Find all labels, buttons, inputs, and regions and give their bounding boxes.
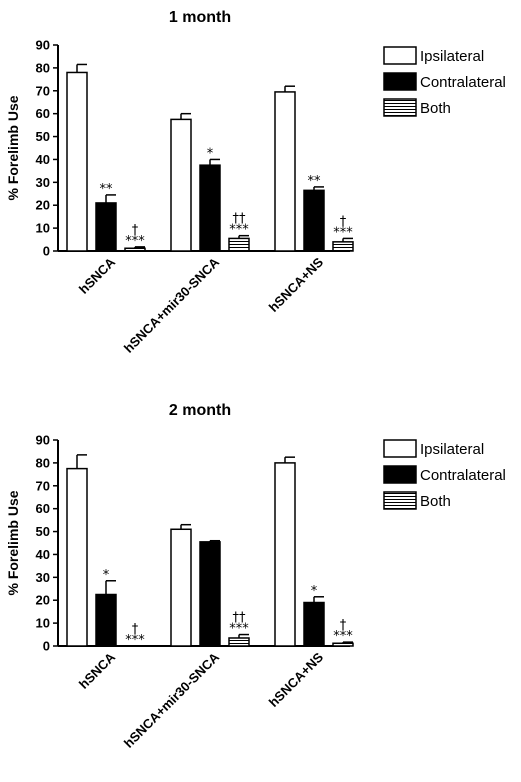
bar-ipsilateral-3 bbox=[274, 462, 296, 647]
significance-marker: * bbox=[103, 568, 110, 583]
y-tick-label: 20 bbox=[36, 593, 50, 608]
bar-both-2 bbox=[228, 637, 250, 647]
legend-label: Both bbox=[420, 493, 451, 510]
y-tick-label: 30 bbox=[36, 570, 50, 585]
y-tick-label: 80 bbox=[36, 455, 50, 470]
chart-title: 2 month bbox=[169, 402, 231, 419]
category-label: hSNCA bbox=[76, 649, 119, 692]
significance-marker: * bbox=[311, 584, 318, 599]
significance-marker: † bbox=[132, 622, 139, 637]
significance-marker: *** bbox=[125, 234, 145, 249]
bar-contralateral-2 bbox=[199, 164, 221, 252]
y-tick-label: 90 bbox=[36, 433, 50, 448]
legend-swatch-both bbox=[383, 98, 417, 117]
significance-marker: *** bbox=[125, 633, 145, 648]
chart-panel-1: 1 month % Forelimb Use 0 10 20 30 40 50 60 70 80 90… bbox=[5, 9, 506, 356]
bar-ipsilateral-2 bbox=[170, 118, 192, 252]
y-tick-label: 60 bbox=[36, 501, 50, 516]
y-axis-label: % Forelimb Use bbox=[5, 95, 21, 200]
bar-ipsilateral-1 bbox=[66, 71, 88, 252]
y-tick-label: 30 bbox=[36, 175, 50, 190]
significance-marker: *** bbox=[333, 225, 353, 240]
bar-contralateral-2 bbox=[199, 541, 221, 647]
y-tick-label: 50 bbox=[36, 129, 50, 144]
y-tick-label: 20 bbox=[36, 198, 50, 213]
legend-label: Contralateral bbox=[420, 467, 506, 484]
y-tick-label: 70 bbox=[36, 83, 50, 98]
category-label: hSNCA bbox=[76, 254, 119, 297]
legend-label: Ipsilateral bbox=[420, 48, 484, 65]
legend: Ipsilateral Contralateral Both bbox=[383, 439, 506, 510]
bar-ipsilateral-2 bbox=[170, 528, 192, 647]
legend-swatch-contralateral bbox=[383, 465, 417, 484]
legend-swatch-ipsilateral bbox=[383, 46, 417, 65]
y-tick-label: 0 bbox=[43, 244, 50, 259]
significance-marker: *** bbox=[333, 629, 353, 644]
legend: Ipsilateral Contralateral Both bbox=[383, 46, 506, 117]
y-tick-label: 90 bbox=[36, 38, 50, 53]
bar-contralateral-3 bbox=[303, 189, 325, 252]
significance-marker: † bbox=[340, 214, 347, 229]
y-tick-label: 70 bbox=[36, 478, 50, 493]
bar-both-3 bbox=[332, 241, 354, 252]
bar-contralateral-1 bbox=[95, 593, 117, 647]
y-tick-label: 50 bbox=[36, 524, 50, 539]
category-label: hSNCA+NS bbox=[266, 254, 327, 315]
bar-ipsilateral-3 bbox=[274, 91, 296, 252]
bar-contralateral-1 bbox=[95, 202, 117, 252]
legend-swatch-contralateral bbox=[383, 72, 417, 91]
category-label: hSNCA+mir30-SNCA bbox=[121, 254, 223, 356]
significance-marker: *** bbox=[229, 622, 249, 637]
significance-marker: †† bbox=[233, 212, 247, 227]
category-label: hSNCA+NS bbox=[266, 649, 327, 710]
y-tick-label: 10 bbox=[36, 616, 50, 631]
significance-marker: † bbox=[132, 223, 139, 238]
y-tick-label: 40 bbox=[36, 547, 50, 562]
y-tick-label: 40 bbox=[36, 152, 50, 167]
y-tick-label: 10 bbox=[36, 221, 50, 236]
chart-panel-2: 2 month % Forelimb Use 0 10 20 30 40 50 60 70 80 90… bbox=[5, 402, 506, 751]
significance-marker: ** bbox=[308, 174, 322, 189]
significance-marker: ** bbox=[100, 182, 114, 197]
chart-title: 1 month bbox=[169, 9, 231, 26]
bar-both-2 bbox=[228, 237, 250, 252]
bar-ipsilateral-1 bbox=[66, 467, 88, 647]
y-tick-label: 0 bbox=[43, 639, 50, 654]
legend-label: Both bbox=[420, 100, 451, 117]
bar-contralateral-3 bbox=[303, 601, 325, 647]
category-label: hSNCA+mir30-SNCA bbox=[121, 649, 223, 751]
y-axis-label: % Forelimb Use bbox=[5, 490, 21, 595]
legend-swatch-ipsilateral bbox=[383, 439, 417, 458]
significance-marker: * bbox=[207, 146, 214, 161]
legend-swatch-both bbox=[383, 491, 417, 510]
y-tick-label: 60 bbox=[36, 106, 50, 121]
legend-label: Ipsilateral bbox=[420, 441, 484, 458]
significance-marker: †† bbox=[233, 611, 247, 626]
y-tick-label: 80 bbox=[36, 60, 50, 75]
legend-label: Contralateral bbox=[420, 74, 506, 91]
significance-marker: † bbox=[340, 618, 347, 633]
significance-marker: *** bbox=[229, 223, 249, 238]
